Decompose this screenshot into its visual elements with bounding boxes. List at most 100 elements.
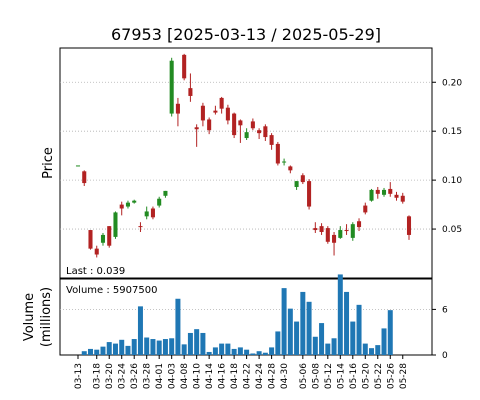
volume-bar [87,348,93,355]
candle-body [157,198,162,206]
last-price-annotation: Last : 0.039 [66,266,125,277]
candle-body [144,211,149,217]
volume-bar [119,339,125,355]
x-tick-label: 03-28 [143,363,153,389]
candle-body [132,200,137,203]
candle-body [263,126,268,138]
volume-bar [200,332,206,355]
volume-bar [219,343,225,355]
x-tick-label: 03-24 [118,363,128,389]
x-tick-label: 05-06 [299,363,309,389]
candle-body [338,230,343,238]
x-tick-label: 04-03 [168,363,178,389]
volume-bar [344,291,350,355]
candle-body [163,190,168,196]
chart-title: 67953 [2025-03-13 / 2025-05-29] [111,25,381,44]
candle-body [275,143,280,164]
volume-bar [281,288,287,355]
candle-body [200,105,205,121]
volume-annotation: Volume : 5907500 [66,285,157,296]
x-tick-label: 03-20 [105,363,115,389]
candle-body [307,181,312,207]
candle-body [325,228,330,242]
candle-body [388,188,393,194]
candle-body [100,234,106,243]
x-tick-label: 05-08 [311,363,321,389]
volume-bar [231,348,237,355]
x-tick-label: 05-12 [324,363,334,389]
volume-bar [275,331,281,355]
candle-body [300,175,305,183]
candle-body [75,165,81,167]
x-tick-label: 04-28 [268,363,278,389]
price-y-tick-label: 0.05 [442,225,462,235]
volume-axis-label-line2: (millions) [39,287,54,347]
candle-body [332,234,337,243]
volume-bar [94,349,100,355]
x-tick-label: 03-18 [93,363,103,389]
x-tick-label: 04-14 [205,363,215,389]
candle-body [225,107,230,121]
candle-body [107,226,112,246]
candle-body [406,216,412,235]
volume-bar [187,332,193,355]
candle-body [350,224,355,238]
candle-body [169,60,174,114]
volume-bar [81,351,87,355]
candle-body [119,204,124,209]
x-tick-label: 05-28 [399,363,409,389]
volume-panel: 06 Volume (millions) Volume : 5907500 [22,274,448,361]
volume-bar [306,301,312,355]
candle-body [113,212,118,237]
volume-bar [244,349,250,355]
volume-bar [262,352,268,355]
x-tick-label: 04-08 [180,363,190,389]
volume-bar [125,345,131,355]
volume-bar [225,343,231,355]
volume-bars [81,274,393,355]
candle-body [94,248,99,255]
volume-bar [250,353,256,355]
candle-body [257,130,262,134]
volume-bar [175,298,181,355]
volume-bar [194,329,200,355]
volume-bar [269,347,275,355]
x-tick-label: 04-16 [218,363,228,389]
x-tick-label: 03-26 [130,363,140,389]
price-panel: 0.05 0.10 0.15 0.20 Price Last : 0.039 [41,47,462,279]
volume-bar [144,337,150,355]
volume-bar [206,351,212,355]
volume-bar [362,343,368,355]
candle-body [294,181,299,187]
x-tick-label: 04-10 [193,363,203,389]
volume-bar [237,347,243,355]
volume-bar [106,342,112,355]
volume-bar [319,323,325,355]
candle-body [219,97,224,109]
candle-body [150,208,155,218]
candle-body [88,230,93,249]
candle-body [357,221,362,228]
x-tick-label: 05-16 [349,363,359,389]
candle-body [344,230,349,232]
x-tick-label: 05-22 [374,363,384,389]
volume-y-tick-label: 6 [442,305,448,315]
x-tick-label: 05-20 [361,363,371,389]
volume-bar [381,328,387,355]
candle-body [269,135,274,145]
candle-body [288,166,293,171]
candle-body [194,127,199,130]
candle-body [175,103,180,114]
candle-body [313,228,318,231]
volume-bar [212,347,218,355]
volume-bar [137,306,143,355]
candle-body [138,226,143,228]
candle-body [369,189,374,201]
volume-bar [294,321,300,355]
candle-body [375,189,380,194]
price-gridlines [60,81,432,230]
volume-bar [156,340,162,355]
volume-y-tick-label: 0 [442,351,448,361]
candle-body [82,171,87,184]
